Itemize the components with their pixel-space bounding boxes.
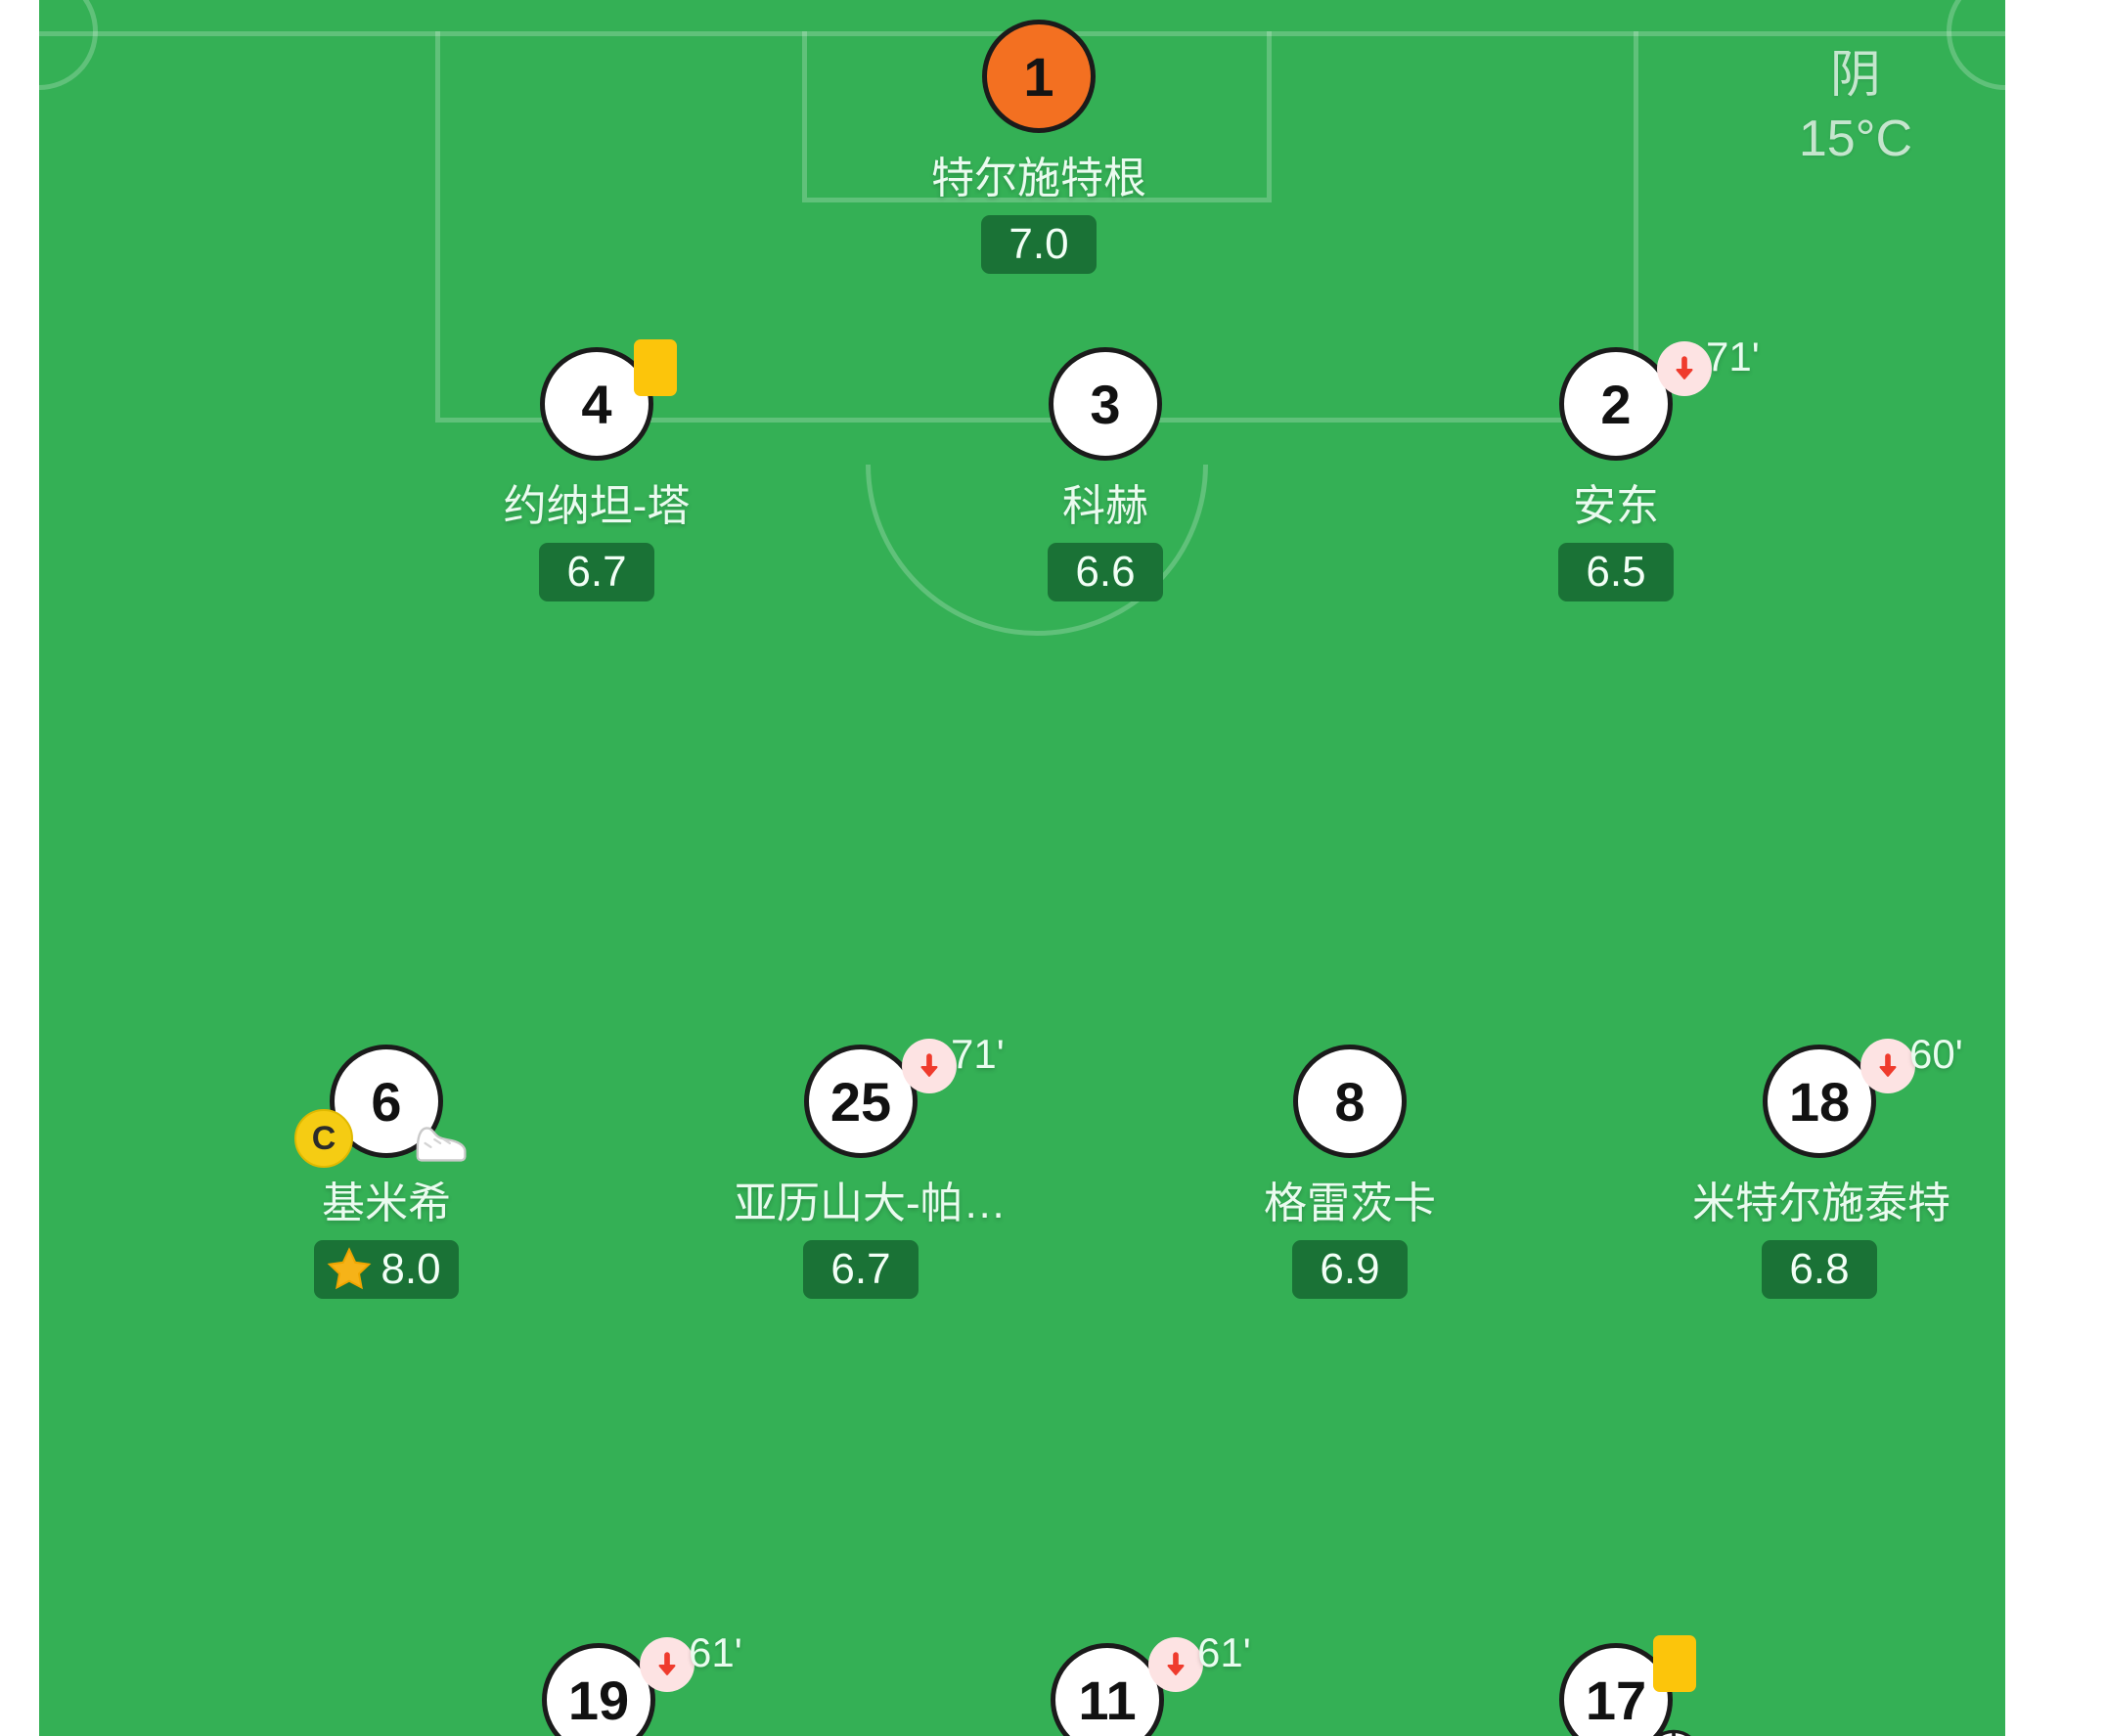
player-rating-badge: 6.7 bbox=[803, 1240, 919, 1299]
weather-temperature: 15°C bbox=[1798, 111, 1912, 167]
substitution-off-icon bbox=[1860, 1039, 1915, 1093]
player-rating-badge: 8.0 bbox=[314, 1240, 459, 1299]
substitution-time: 61' bbox=[1197, 1629, 1251, 1675]
player-rating-value: 6.9 bbox=[1320, 1245, 1380, 1293]
substitution-off-icon bbox=[902, 1039, 957, 1093]
player-card[interactable]: 2 71' 安东 6.5 bbox=[1489, 334, 1760, 601]
shirt-number[interactable]: 19 bbox=[542, 1643, 655, 1736]
player-card[interactable]: 6 C 基米希 8.0 bbox=[259, 1045, 514, 1299]
player-rating-badge: 6.9 bbox=[1292, 1240, 1408, 1299]
captain-badge-icon: C bbox=[294, 1109, 353, 1168]
player-rating-value: 7.0 bbox=[1008, 220, 1069, 268]
player-name: 特尔施特根 bbox=[931, 155, 1146, 202]
shirt-wrapper[interactable]: 2 71' bbox=[1559, 334, 1760, 461]
substitution-off-icon bbox=[1657, 341, 1712, 396]
player-card[interactable]: 18 60' 米特尔施泰特 6.8 bbox=[1692, 1031, 1963, 1299]
player-rating-badge: 7.0 bbox=[981, 215, 1097, 274]
shirt-wrapper[interactable]: 11 61' bbox=[1051, 1629, 1251, 1736]
corner-arc-left bbox=[39, 0, 98, 90]
shirt-number[interactable]: 11 bbox=[1051, 1643, 1164, 1736]
player-rating-value: 6.7 bbox=[830, 1245, 891, 1293]
yellow-card-icon bbox=[634, 339, 677, 396]
player-name: 基米希 bbox=[322, 1180, 451, 1227]
shirt-number[interactable]: 1 bbox=[982, 20, 1096, 133]
player-rating-value: 6.8 bbox=[1789, 1245, 1850, 1293]
player-rating-value: 6.6 bbox=[1075, 548, 1136, 596]
substitution-time: 71' bbox=[1706, 334, 1760, 379]
motm-star-icon bbox=[328, 1247, 372, 1290]
weather-info: 阴 15°C bbox=[1799, 44, 1912, 171]
player-card[interactable]: 1 特尔施特根 7.0 bbox=[912, 20, 1166, 274]
six-yard-box-line bbox=[802, 31, 1272, 202]
shirt-wrapper[interactable]: 3 bbox=[1049, 347, 1162, 461]
player-rating-badge: 6.6 bbox=[1048, 543, 1163, 601]
shirt-number[interactable]: 2 bbox=[1559, 347, 1673, 461]
player-name: 亚历山大-帕… bbox=[734, 1180, 1007, 1227]
player-card[interactable]: 11 61' bbox=[980, 1629, 1251, 1736]
substitution-off-icon bbox=[1148, 1637, 1203, 1692]
weather-condition: 阴 bbox=[1829, 47, 1881, 104]
shirt-number[interactable]: 25 bbox=[804, 1045, 918, 1158]
player-rating-value: 8.0 bbox=[381, 1245, 441, 1293]
substitution-time: 71' bbox=[951, 1031, 1005, 1077]
shirt-wrapper[interactable]: 8 bbox=[1293, 1045, 1407, 1158]
shirt-number[interactable]: 18 bbox=[1763, 1045, 1876, 1158]
player-rating-badge: 6.5 bbox=[1558, 543, 1674, 601]
substitution-off-icon bbox=[640, 1637, 695, 1692]
corner-arc-right bbox=[1947, 0, 2005, 90]
player-rating-badge: 6.8 bbox=[1762, 1240, 1877, 1299]
player-name: 科赫 bbox=[1062, 482, 1148, 530]
shirt-wrapper[interactable]: 19 61' bbox=[542, 1629, 742, 1736]
goal-ball-icon bbox=[1656, 1729, 1691, 1736]
player-rating-value: 6.5 bbox=[1586, 548, 1646, 596]
player-rating-badge: 6.7 bbox=[539, 543, 654, 601]
shirt-wrapper[interactable]: 17 bbox=[1559, 1635, 1696, 1736]
player-card[interactable]: 19 61' bbox=[471, 1629, 742, 1736]
football-pitch: 阴 15°C 1 特尔施特根 7.0 4 约纳坦-塔 6.7 3 科赫 6.6 2 71' 安东 6.5… bbox=[39, 0, 2005, 1736]
substitution-time: 60' bbox=[1909, 1031, 1963, 1077]
shirt-wrapper[interactable]: 1 bbox=[982, 20, 1096, 133]
player-name: 安东 bbox=[1573, 482, 1659, 530]
shirt-number[interactable]: 3 bbox=[1049, 347, 1162, 461]
player-name: 约纳坦-塔 bbox=[503, 482, 691, 530]
shirt-wrapper[interactable]: 4 bbox=[540, 339, 677, 461]
player-name: 米特尔施泰特 bbox=[1692, 1180, 1950, 1227]
substitution-time: 61' bbox=[689, 1629, 742, 1675]
player-card[interactable]: 3 科赫 6.6 bbox=[978, 347, 1232, 601]
shirt-wrapper[interactable]: 25 71' bbox=[804, 1031, 1005, 1158]
player-card[interactable]: 17 bbox=[1489, 1635, 1743, 1736]
yellow-card-icon bbox=[1653, 1635, 1696, 1692]
player-card[interactable]: 8 格雷茨卡 6.9 bbox=[1223, 1045, 1477, 1299]
player-name: 格雷茨卡 bbox=[1264, 1180, 1436, 1227]
penalty-box-line bbox=[435, 31, 1638, 423]
shirt-wrapper[interactable]: 18 60' bbox=[1763, 1031, 1963, 1158]
assist-boot-icon bbox=[416, 1127, 467, 1162]
player-card[interactable]: 4 约纳坦-塔 6.7 bbox=[470, 339, 724, 601]
shirt-number[interactable]: 8 bbox=[1293, 1045, 1407, 1158]
shirt-number[interactable]: 17 bbox=[1559, 1643, 1673, 1736]
player-rating-value: 6.7 bbox=[566, 548, 627, 596]
player-card[interactable]: 25 71' 亚历山大-帕… 6.7 bbox=[734, 1031, 1007, 1299]
